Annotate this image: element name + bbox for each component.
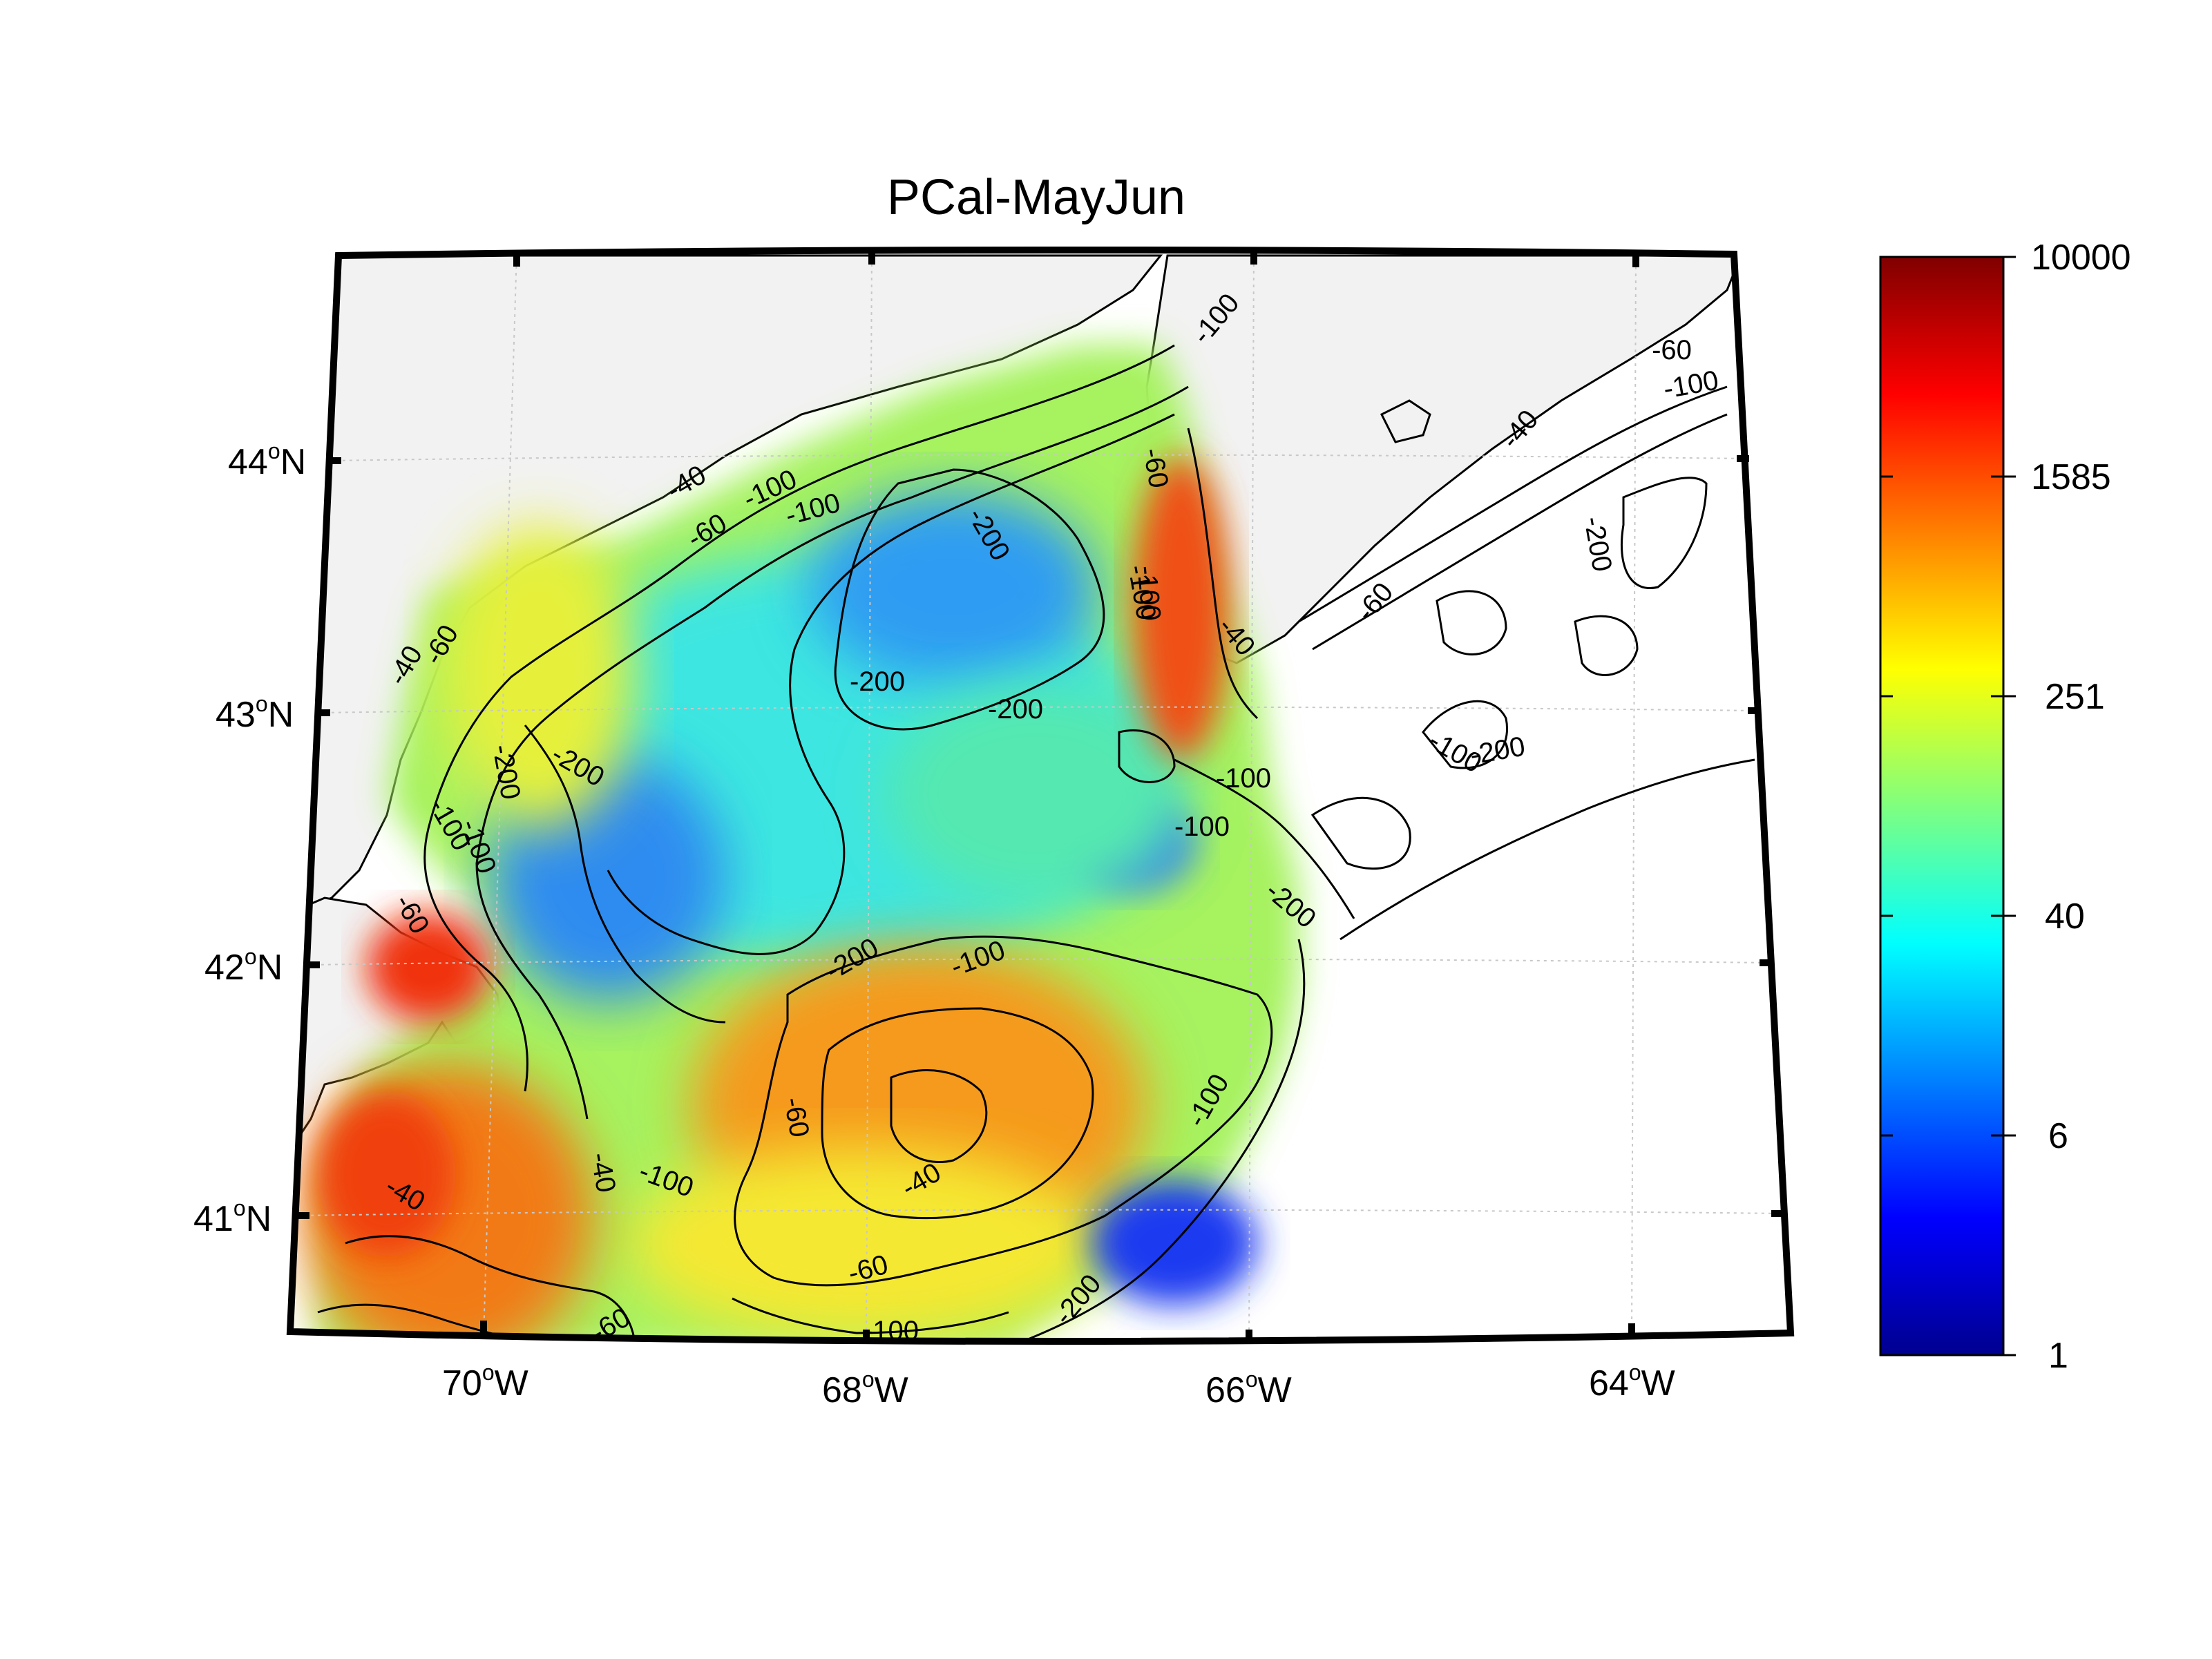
- lon-tick-label: 64oW: [1589, 1360, 1675, 1403]
- graticule: [296, 249, 1784, 1342]
- lat-tick-label: 41oN: [193, 1196, 271, 1239]
- contour-label: -60: [1137, 445, 1174, 490]
- lat-tick-label: 42oN: [204, 944, 283, 988]
- lon-tick-label: 66oW: [1205, 1367, 1292, 1410]
- lat-tick-label: 43oN: [216, 691, 294, 735]
- contour-label: -100: [1174, 812, 1230, 842]
- chart-title: PCal-MayJun: [887, 170, 1185, 225]
- contour-label: -60: [1652, 335, 1692, 365]
- contour-label: -60: [778, 1095, 814, 1140]
- lat-tick-label: 44oN: [228, 439, 306, 482]
- field-green-mid: [884, 684, 1188, 905]
- colorbar-tick-label: 251: [2045, 677, 2105, 717]
- colorbar-ticks: [1880, 256, 2016, 1356]
- concentration-field: [304, 345, 1299, 1342]
- lon-tick-label: 68oW: [822, 1367, 908, 1410]
- frame-ticks: [297, 252, 1784, 1342]
- field-yellow-coastal: [442, 525, 636, 829]
- field-blue-basin-north: [808, 490, 1098, 684]
- longitude-labels: 70oW 68oW 66oW 64oW: [442, 1360, 1675, 1410]
- contour-label: -200: [850, 667, 905, 697]
- colorbar-tick-label: 10000: [2031, 238, 2131, 278]
- map-frame: [286, 246, 1795, 1345]
- field-red-cape-bay: [366, 912, 490, 1022]
- latitude-labels: 44oN 43oN 42oN 41oN: [193, 439, 306, 1239]
- field-yellow-ring: [629, 1147, 1098, 1340]
- colorbar-gradient: [1879, 256, 2005, 1356]
- map-panel: -40 -60 -100 -200 -60 -100 -200 -200 -20…: [290, 249, 1791, 1346]
- colorbar-tick-label: 1585: [2031, 457, 2111, 497]
- colorbar-tick-label: 1: [2048, 1336, 2068, 1376]
- contour-label: -100: [1132, 564, 1167, 622]
- colorbar-tick-label: 6: [2048, 1116, 2068, 1156]
- contour-label: -100: [864, 1316, 919, 1346]
- contour-label: -40: [584, 1150, 621, 1195]
- colorbar: 10000 1585 251 40 6 1: [1879, 238, 2131, 1376]
- contour-label: -200: [988, 694, 1043, 725]
- lon-tick-label: 70oW: [442, 1360, 528, 1403]
- colorbar-tick-label: 40: [2045, 896, 2085, 937]
- bathymetry-contours: [317, 344, 1755, 1342]
- land-grand-manan: [1380, 399, 1431, 443]
- field-red-southwest: [318, 1091, 456, 1257]
- contour-label: -100: [1216, 763, 1271, 794]
